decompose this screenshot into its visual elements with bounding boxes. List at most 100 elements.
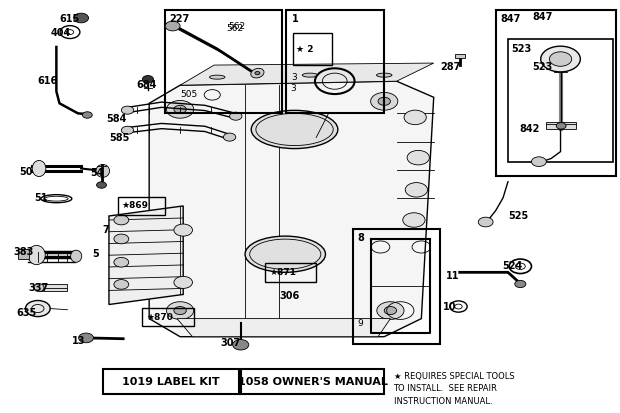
Circle shape xyxy=(114,215,129,225)
Bar xyxy=(293,33,332,65)
Bar xyxy=(18,249,29,259)
Text: 8: 8 xyxy=(357,233,364,243)
Circle shape xyxy=(384,306,397,315)
Text: 306: 306 xyxy=(279,292,299,301)
Bar xyxy=(165,9,282,114)
Bar xyxy=(39,284,67,291)
Bar xyxy=(142,308,193,326)
Bar xyxy=(265,263,316,282)
Text: 404: 404 xyxy=(50,28,71,38)
Ellipse shape xyxy=(251,68,264,78)
Circle shape xyxy=(377,302,404,319)
Text: 307: 307 xyxy=(220,338,241,348)
Circle shape xyxy=(167,302,193,319)
Circle shape xyxy=(478,217,493,227)
Text: 1019 LABEL KIT: 1019 LABEL KIT xyxy=(122,377,219,387)
Circle shape xyxy=(82,112,92,118)
Circle shape xyxy=(114,257,129,267)
Bar xyxy=(118,197,165,215)
Text: ★869: ★869 xyxy=(122,202,148,211)
Text: 562: 562 xyxy=(226,24,244,33)
Text: 337: 337 xyxy=(29,283,49,293)
Circle shape xyxy=(122,126,134,134)
Text: ★870: ★870 xyxy=(146,313,173,322)
Text: 227: 227 xyxy=(170,14,190,24)
Text: 383: 383 xyxy=(13,247,33,257)
Circle shape xyxy=(404,110,427,125)
Circle shape xyxy=(531,157,546,166)
Text: 50: 50 xyxy=(19,167,33,177)
Circle shape xyxy=(232,339,249,350)
Text: 635: 635 xyxy=(16,308,37,318)
Text: ★ 2: ★ 2 xyxy=(296,45,313,54)
Ellipse shape xyxy=(71,250,82,262)
Circle shape xyxy=(167,100,193,118)
Circle shape xyxy=(371,93,398,110)
Text: 585: 585 xyxy=(109,133,130,142)
Text: 13: 13 xyxy=(72,336,86,346)
Text: 1058 OWNER'S MANUAL: 1058 OWNER'S MANUAL xyxy=(237,377,388,387)
Circle shape xyxy=(143,76,154,83)
Circle shape xyxy=(407,150,430,165)
Text: 11: 11 xyxy=(446,271,459,281)
Text: onlinemowerparts.com: onlinemowerparts.com xyxy=(238,188,382,200)
Text: 525: 525 xyxy=(508,211,528,221)
Text: 7: 7 xyxy=(103,225,110,235)
Ellipse shape xyxy=(255,71,260,75)
Circle shape xyxy=(25,301,50,317)
Text: 3: 3 xyxy=(291,74,297,83)
Circle shape xyxy=(223,133,236,141)
Ellipse shape xyxy=(245,236,326,272)
Text: 684: 684 xyxy=(137,80,157,90)
Text: 616: 616 xyxy=(38,76,58,86)
Circle shape xyxy=(114,234,129,244)
Ellipse shape xyxy=(376,73,392,77)
Circle shape xyxy=(174,276,192,288)
Bar xyxy=(241,369,384,394)
Text: 842: 842 xyxy=(519,124,539,135)
Text: 54: 54 xyxy=(91,168,104,178)
Circle shape xyxy=(515,280,526,287)
Circle shape xyxy=(405,183,428,197)
Bar xyxy=(454,54,464,58)
Ellipse shape xyxy=(28,245,45,265)
Circle shape xyxy=(74,13,89,23)
Text: 505: 505 xyxy=(180,90,197,100)
Circle shape xyxy=(378,97,391,105)
Ellipse shape xyxy=(251,110,338,149)
Text: ★871: ★871 xyxy=(270,268,297,277)
Text: 562: 562 xyxy=(228,22,246,31)
Text: 523: 523 xyxy=(533,62,553,72)
Text: 3: 3 xyxy=(290,84,296,93)
Circle shape xyxy=(229,112,242,120)
Polygon shape xyxy=(177,318,391,337)
Text: 9: 9 xyxy=(357,319,363,328)
Text: 1: 1 xyxy=(291,14,298,24)
Text: 287: 287 xyxy=(440,62,460,72)
Polygon shape xyxy=(109,206,183,304)
Circle shape xyxy=(166,21,180,31)
Ellipse shape xyxy=(210,75,225,79)
Text: 5: 5 xyxy=(92,249,99,259)
Text: 10: 10 xyxy=(443,302,456,312)
Circle shape xyxy=(549,52,572,66)
Polygon shape xyxy=(180,63,434,85)
Circle shape xyxy=(556,123,566,129)
Circle shape xyxy=(174,224,192,236)
Circle shape xyxy=(541,46,580,72)
Ellipse shape xyxy=(34,284,44,292)
Ellipse shape xyxy=(96,164,110,177)
Ellipse shape xyxy=(303,73,317,77)
Text: 847: 847 xyxy=(533,12,553,22)
Bar xyxy=(103,369,239,394)
Text: 51: 51 xyxy=(35,193,48,203)
Polygon shape xyxy=(149,81,434,337)
Text: 615: 615 xyxy=(60,14,80,24)
Circle shape xyxy=(122,106,134,114)
Text: 524: 524 xyxy=(502,261,522,271)
Circle shape xyxy=(79,333,94,343)
Circle shape xyxy=(403,213,425,227)
Bar xyxy=(286,9,384,114)
Bar xyxy=(508,39,613,161)
Ellipse shape xyxy=(32,161,46,176)
